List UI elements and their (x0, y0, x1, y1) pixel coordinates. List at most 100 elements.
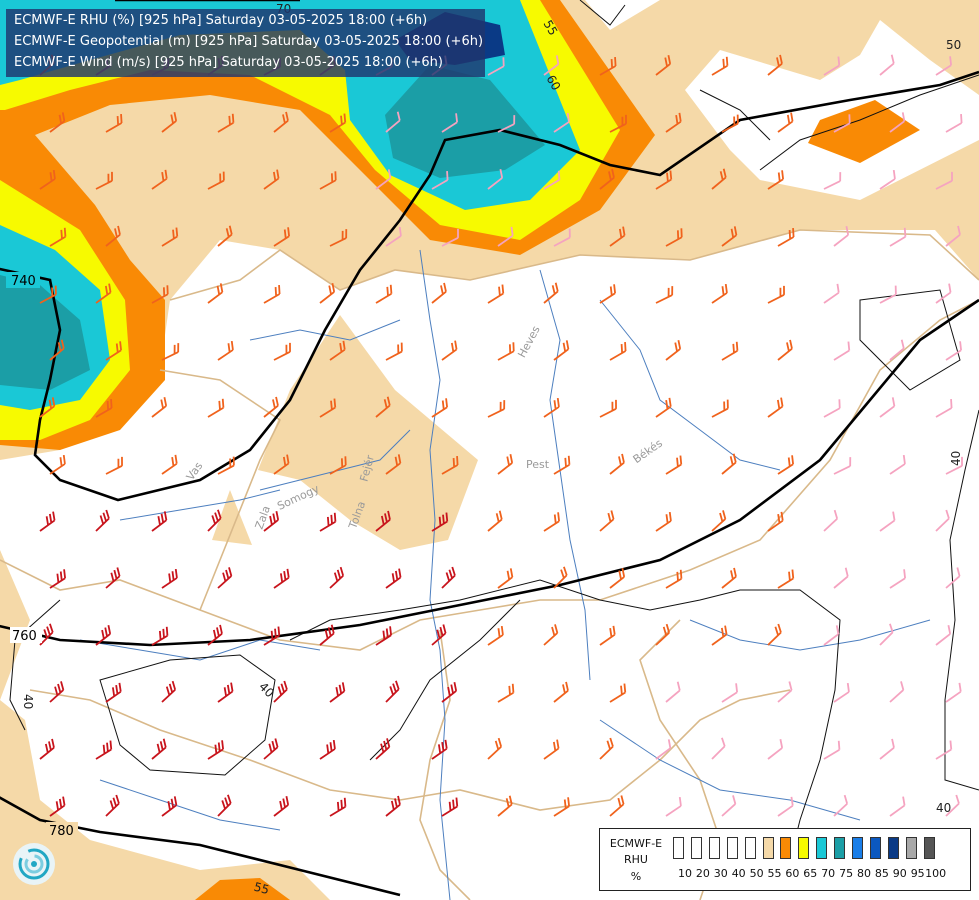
wind-barb-icon (441, 456, 459, 475)
wind-barb-icon (151, 626, 169, 646)
title-geopotential: ECMWF-E Geopotential (m) [925 hPa] Satur… (14, 34, 484, 49)
wind-barb-icon (599, 168, 615, 190)
wind-barb-icon (543, 512, 560, 532)
wind-barb-icon (889, 227, 907, 247)
wind-barb-icon (823, 172, 842, 190)
wind-barb-icon (655, 397, 672, 418)
wind-barb-icon (487, 737, 503, 760)
legend-tick: 55 (767, 867, 782, 880)
wind-barb-icon (105, 456, 123, 475)
wind-barb-icon (777, 569, 795, 589)
wind-barb-icon (329, 566, 345, 589)
wind-barb-icon (263, 169, 280, 190)
wind-barb-icon (497, 683, 515, 703)
wind-barb-icon (95, 399, 113, 418)
wind-barb-icon (441, 228, 459, 247)
wind-barb-icon (665, 796, 682, 817)
wind-barb-icon (711, 737, 726, 760)
wind-barb-icon (273, 342, 291, 361)
wind-barb-icon (39, 511, 56, 532)
place-label-somogy: Somogy (275, 482, 321, 513)
wind-barb-icon (441, 681, 458, 703)
wind-barb-icon (161, 454, 178, 475)
wind-barb-icon (553, 681, 569, 703)
wind-barb-icon (879, 54, 895, 76)
wind-barb-icon (151, 396, 168, 418)
wind-barb-icon (599, 57, 617, 76)
wind-barb-icon (431, 282, 447, 304)
wind-barb-icon (385, 568, 402, 589)
wind-barb-icon (441, 113, 458, 133)
wind-barb-icon (665, 112, 682, 133)
wind-barb-icon (273, 111, 289, 133)
legend-swatch (690, 837, 702, 859)
wind-barb-icon (609, 453, 625, 475)
legend-tick: 65 (803, 867, 818, 880)
wind-barb-icon (497, 795, 513, 817)
wind-barb-icon (431, 739, 448, 760)
wind-barb-icon (665, 339, 682, 361)
place-label-pest: Pest (526, 458, 550, 471)
wind-barb-icon (39, 169, 56, 190)
wind-barb-icon (665, 228, 683, 247)
wind-barb-icon (385, 226, 402, 247)
wind-barb-icon (487, 168, 504, 190)
wind-barb-icon (655, 511, 672, 532)
wind-barb-icon (49, 339, 65, 361)
wind-barb-icon (721, 567, 737, 589)
wind-barb-icon (767, 170, 784, 190)
wind-barb-icon (329, 797, 347, 817)
river-layer (79, 249, 931, 900)
wind-barb-icon (487, 510, 503, 532)
wind-barb-icon (655, 623, 671, 646)
legend-swatch (708, 837, 720, 859)
wind-barb-icon (217, 456, 235, 475)
wind-barb-icon (161, 568, 178, 589)
rhu-label-55-bottom: 55 (252, 880, 270, 897)
title-wind: ECMWF-E Wind (m/s) [925 hPa] Saturday 03… (14, 55, 443, 70)
wind-barb-icon (889, 339, 905, 361)
wind-barb-icon (889, 681, 905, 703)
wind-barb-icon (711, 399, 729, 418)
wind-barb-icon (543, 170, 561, 190)
wind-barb-icon (385, 342, 403, 361)
wind-barb-icon (823, 283, 840, 304)
wind-barb-icon (889, 112, 906, 133)
legend-label-model: ECMWF-E (609, 837, 663, 850)
wind-barb-icon (497, 568, 514, 589)
wind-barb-icon (767, 511, 784, 532)
wind-barb-icon (665, 569, 683, 589)
wind-barb-icon (487, 625, 504, 646)
wind-barb-icon (207, 624, 223, 646)
wind-barb-icon (329, 456, 347, 475)
wind-barb-icon (95, 283, 112, 304)
wind-barb-icon (889, 796, 906, 817)
wind-barb-icon (207, 509, 222, 532)
wind-barb-icon (207, 398, 225, 418)
wind-barb-icon (553, 566, 568, 589)
wind-barb-icon (945, 341, 962, 361)
rhu-band-70 (385, 65, 545, 178)
wind-barb-icon (833, 225, 850, 247)
legend-label-unit: % (630, 870, 642, 883)
wind-barb-icon (217, 682, 234, 703)
wind-barb-icon (665, 455, 683, 475)
wind-barb-icon (49, 796, 66, 817)
wind-barb-icon (889, 569, 906, 589)
wind-barb-icon (375, 626, 392, 646)
wind-barb-icon (375, 738, 391, 760)
wind-barb-icon (543, 55, 560, 76)
wind-barb-icon (319, 624, 335, 646)
legend-swatch (780, 837, 792, 859)
logo-icon (13, 843, 55, 885)
legend-tick: 90 (892, 867, 907, 880)
wind-barb-icon (151, 738, 167, 760)
wind-barb-icon (151, 511, 168, 532)
wind-barb-icon (151, 169, 168, 190)
legend-swatch (744, 837, 756, 859)
wind-barb-icon (777, 339, 793, 361)
wind-barb-icon (767, 54, 783, 76)
